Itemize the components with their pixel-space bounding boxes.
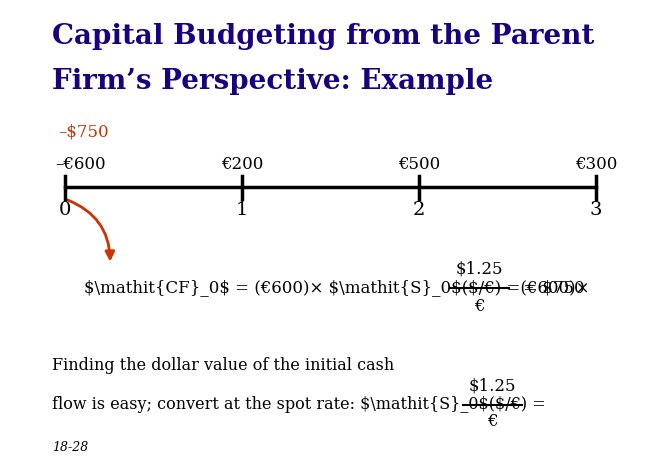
Text: €500: €500: [398, 156, 440, 173]
Text: flow is easy; convert at the spot rate: $\mathit{S}_0$($/€) =: flow is easy; convert at the spot rate: …: [52, 396, 546, 413]
Text: 3: 3: [590, 201, 603, 219]
Text: –$750: –$750: [58, 124, 109, 140]
Text: $\mathit{CF}_0$ = (€600)× $\mathit{S}_0$($/€) =(€600)×: $\mathit{CF}_0$ = (€600)× $\mathit{S}_0$…: [84, 279, 590, 296]
Text: 0: 0: [58, 201, 71, 219]
Text: €200: €200: [221, 156, 263, 173]
Text: €: €: [487, 413, 498, 430]
Text: Capital Budgeting from the Parent: Capital Budgeting from the Parent: [52, 23, 594, 51]
Text: 18-28: 18-28: [52, 441, 88, 454]
Text: $1.25: $1.25: [469, 378, 516, 395]
Text: €300: €300: [575, 156, 618, 173]
Text: 2: 2: [413, 201, 425, 219]
Text: Finding the dollar value of the initial cash: Finding the dollar value of the initial …: [52, 357, 394, 373]
Text: = $750: = $750: [518, 279, 585, 296]
Text: –€600: –€600: [55, 156, 106, 173]
Text: Firm’s Perspective: Example: Firm’s Perspective: Example: [52, 68, 493, 95]
Text: 1: 1: [236, 201, 248, 219]
Text: $1.25: $1.25: [456, 261, 503, 278]
Text: €: €: [474, 298, 485, 315]
